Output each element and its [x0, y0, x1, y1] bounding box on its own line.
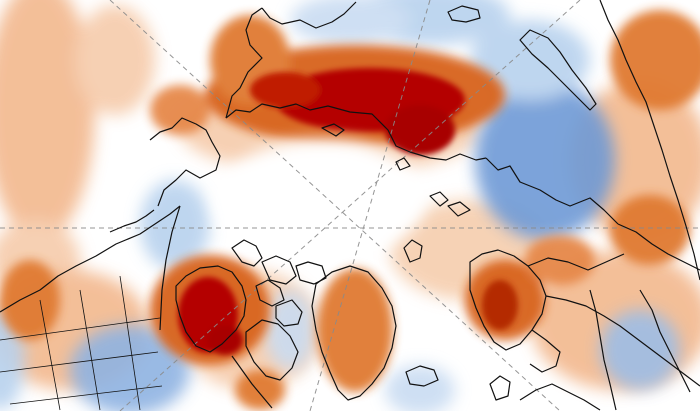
anomaly-strong-warm-siberia-east [385, 105, 455, 155]
border-asia-internal [639, 289, 691, 393]
border-canada-usa [159, 205, 181, 331]
island-novaya-zemlya [519, 29, 597, 111]
coastline-kola-barents [527, 253, 625, 271]
island-svalbard [403, 239, 423, 263]
meridian-line [119, 0, 581, 411]
coastline-baffin-island [245, 319, 299, 381]
coastline-baltic [529, 329, 561, 373]
state-province-borders [0, 275, 163, 411]
anomaly-cool-western-siberia [475, 80, 615, 240]
border-europe-internal [545, 295, 700, 387]
border-state [119, 275, 141, 411]
coastline-kamchatka [261, 1, 357, 29]
coastline-greenland [311, 265, 397, 401]
border-state [9, 385, 163, 405]
anomaly-neutral-arctic-ocean-north [270, 140, 390, 190]
island-franz-josef [429, 191, 471, 217]
anomaly-warm-alaska-north [150, 85, 210, 135]
coastline-labrador [231, 355, 273, 409]
coastline-scandinavia [469, 249, 547, 351]
anomaly-warm-greenland [317, 268, 393, 392]
anomaly-warm-ural-north [610, 10, 700, 110]
meridian-line [109, 0, 561, 411]
border-russia-internal [599, 0, 700, 281]
border-state [0, 317, 161, 341]
coastline-hudson-bay [175, 265, 247, 353]
coastline-british-isles [489, 375, 511, 401]
anomaly-strong-warm-scandinavia [482, 280, 518, 330]
coastline-bering-islands [109, 209, 155, 233]
island-new-siberian [321, 123, 411, 171]
coastline-alaska [149, 117, 221, 207]
anomaly-cool-central-europe [600, 310, 680, 390]
anomaly-strong-warm-siberia-west [250, 72, 320, 108]
island-severnaya [447, 5, 481, 23]
anomaly-cool-ellesmere [265, 290, 315, 370]
border-state [79, 289, 101, 411]
anomaly-cool-siberia-east [290, 0, 410, 45]
coastline-arctic-archipelago [231, 239, 327, 327]
border-europe-internal-2 [589, 289, 617, 411]
anomaly-mild-warm-north-pacific-east [75, 5, 155, 115]
border-state [0, 351, 159, 373]
anomaly-cool-iceland [385, 365, 455, 411]
border-russia-internal-2 [617, 223, 700, 271]
coastline-siberia [225, 7, 487, 161]
border-state [39, 299, 61, 411]
coastline-taymyr [485, 157, 619, 225]
coastline-iceland [405, 365, 439, 387]
anomaly-cool-western-canada [70, 325, 190, 411]
anomaly-warm-central-asia [610, 195, 690, 265]
anomaly-warm-baffin [235, 370, 285, 410]
anomaly-mild-warm-north-pacific [0, 0, 95, 240]
anomaly-cool-bering [140, 180, 210, 270]
coastline-europe-west [519, 383, 601, 411]
coastline-canada-west [0, 205, 181, 313]
anomaly-warm-usa-west [0, 260, 60, 340]
